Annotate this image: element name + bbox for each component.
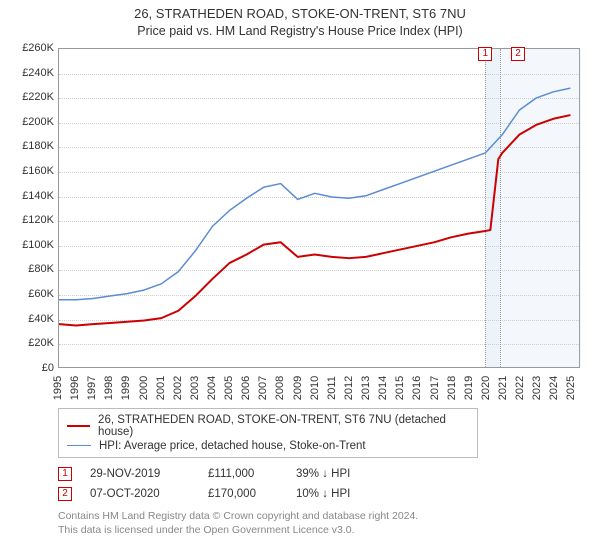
y-axis-label: £60K — [10, 288, 54, 300]
x-axis-label: 2009 — [292, 376, 304, 400]
x-axis-label: 2003 — [189, 376, 201, 400]
x-axis-label: 1999 — [120, 376, 132, 400]
x-axis-label: 2000 — [138, 376, 150, 400]
y-axis-label: £260K — [10, 42, 54, 54]
x-axis-label: 2010 — [309, 376, 321, 400]
x-axis-label: 2025 — [565, 376, 577, 400]
x-axis-label: 1997 — [86, 376, 98, 400]
sale-diff: 39% ↓ HPI — [296, 468, 386, 480]
y-axis-label: £120K — [10, 214, 54, 226]
x-axis-label: 1998 — [103, 376, 115, 400]
sale-marker-1: 1 — [478, 47, 492, 61]
x-axis-label: 2015 — [394, 376, 406, 400]
x-axis-label: 2019 — [463, 376, 475, 400]
chart-title: 26, STRATHEDEN ROAD, STOKE-ON-TRENT, ST6… — [10, 6, 590, 23]
legend-row-hpi: HPI: Average price, detached house, Stok… — [67, 439, 469, 453]
x-axis-label: 2023 — [531, 376, 543, 400]
footer-attribution: Contains HM Land Registry data © Crown c… — [58, 510, 580, 537]
x-axis-label: 1996 — [69, 376, 81, 400]
x-axis-label: 2004 — [206, 376, 218, 400]
legend-swatch — [67, 445, 91, 446]
sale-date: 29-NOV-2019 — [90, 468, 190, 480]
chart-subtitle: Price paid vs. HM Land Registry's House … — [10, 24, 590, 38]
legend-swatch — [67, 425, 90, 427]
chart-container: 26, STRATHEDEN ROAD, STOKE-ON-TRENT, ST6… — [0, 0, 600, 537]
y-axis-label: £100K — [10, 239, 54, 251]
legend-label: 26, STRATHEDEN ROAD, STOKE-ON-TRENT, ST6… — [98, 414, 469, 438]
y-axis-label: £20K — [10, 337, 54, 349]
sale-row-marker: 1 — [58, 467, 72, 481]
y-axis-label: £200K — [10, 116, 54, 128]
footer-line2: This data is licensed under the Open Gov… — [58, 524, 580, 538]
x-axis-label: 2013 — [360, 376, 372, 400]
x-axis-label: 2024 — [548, 376, 560, 400]
x-axis-label: 2006 — [240, 376, 252, 400]
legend-label: HPI: Average price, detached house, Stok… — [99, 440, 366, 452]
x-axis-label: 1995 — [52, 376, 64, 400]
x-axis-label: 2017 — [429, 376, 441, 400]
x-axis-label: 2021 — [497, 376, 509, 400]
x-axis-label: 2014 — [377, 376, 389, 400]
x-axis-label: 2011 — [326, 376, 338, 400]
y-axis-label: £240K — [10, 67, 54, 79]
sale-row-1: 1 29-NOV-2019 £111,000 39% ↓ HPI — [58, 464, 580, 484]
footer-line1: Contains HM Land Registry data © Crown c… — [58, 510, 580, 524]
sale-date: 07-OCT-2020 — [90, 488, 190, 500]
x-axis-label: 2005 — [223, 376, 235, 400]
sale-diff: 10% ↓ HPI — [296, 488, 386, 500]
x-axis-label: 2012 — [343, 376, 355, 400]
x-axis-label: 2016 — [411, 376, 423, 400]
x-axis-label: 2008 — [274, 376, 286, 400]
y-axis-label: £160K — [10, 165, 54, 177]
y-axis-label: £0 — [10, 362, 54, 374]
y-axis-label: £220K — [10, 91, 54, 103]
legend-row-property: 26, STRATHEDEN ROAD, STOKE-ON-TRENT, ST6… — [67, 413, 469, 439]
plot-area: 12 — [58, 48, 580, 368]
series-property — [59, 115, 570, 325]
y-axis-label: £140K — [10, 190, 54, 202]
series-lines — [59, 49, 579, 367]
x-axis-label: 2007 — [257, 376, 269, 400]
sale-row-2: 2 07-OCT-2020 £170,000 10% ↓ HPI — [58, 484, 580, 504]
sale-row-marker: 2 — [58, 487, 72, 501]
x-axis-label: 2001 — [155, 376, 167, 400]
chart-area: £0 £20K £40K £60K £80K £100K £120K £140K £160K £1… — [10, 44, 590, 404]
y-axis-label: £80K — [10, 263, 54, 275]
x-axis-label: 2002 — [172, 376, 184, 400]
x-axis-label: 2018 — [446, 376, 458, 400]
sales-table: 1 29-NOV-2019 £111,000 39% ↓ HPI 2 07-OCT-202… — [58, 464, 580, 504]
sale-price: £170,000 — [208, 488, 278, 500]
legend: 26, STRATHEDEN ROAD, STOKE-ON-TRENT, ST6… — [58, 408, 478, 458]
x-axis-label: 2022 — [514, 376, 526, 400]
y-axis-label: £180K — [10, 140, 54, 152]
x-axis-label: 2020 — [480, 376, 492, 400]
sale-price: £111,000 — [208, 468, 278, 480]
sale-marker-2: 2 — [511, 47, 525, 61]
y-axis-label: £40K — [10, 313, 54, 325]
